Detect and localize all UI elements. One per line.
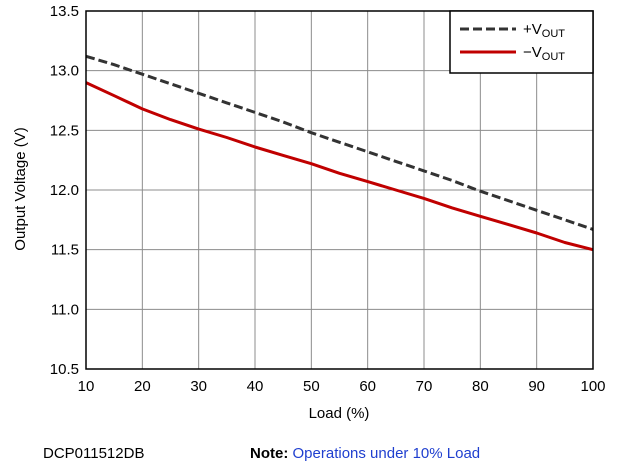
chart: 10 20 30 40 50 60 70 80 90 100 10.5 11.0 11.5 12.0 12… <box>12 3 606 422</box>
y-tick-label: 12.5 <box>50 122 79 139</box>
y-tick-label: 12.0 <box>50 182 79 199</box>
x-tick-label: 10 <box>78 378 95 395</box>
note: Note: Operations under 10% Load <box>250 445 480 462</box>
y-axis-label: Output Voltage (V) <box>12 127 29 250</box>
series-layer <box>85 54 594 252</box>
x-tick-label: 50 <box>303 378 320 395</box>
x-tick-labels: 10 20 30 40 50 60 70 80 90 100 <box>78 378 606 395</box>
y-tick-label: 13.0 <box>50 63 79 80</box>
x-tick-label: 60 <box>359 378 376 395</box>
note-label: Note: <box>250 445 289 462</box>
x-tick-label: 100 <box>580 378 605 395</box>
y-tick-label: 11.0 <box>51 301 79 318</box>
series-line-plus-vout <box>85 54 594 231</box>
x-tick-label: 80 <box>472 378 489 395</box>
x-axis-label: Load (%) <box>309 405 370 422</box>
y-tick-label: 10.5 <box>50 361 79 378</box>
x-tick-label: 90 <box>528 378 545 395</box>
x-tick-label: 40 <box>247 378 264 395</box>
y-tick-labels: 10.5 11.0 11.5 12.0 12.5 13.0 13.5 <box>50 3 79 378</box>
y-tick-label: 13.5 <box>50 3 79 20</box>
legend-label: −VOUT <box>523 44 565 63</box>
plot-border <box>85 10 594 370</box>
series-line-minus-vout <box>85 81 594 252</box>
part-number: DCP011512DB <box>43 445 145 462</box>
note-link[interactable]: Operations under 10% Load <box>292 445 481 462</box>
plot-frame <box>85 10 594 370</box>
y-tick-label: 11.5 <box>51 242 79 259</box>
x-tick-label: 70 <box>416 378 433 395</box>
legend-label: +VOUT <box>523 21 565 40</box>
legend: +VOUT −VOUT <box>449 10 594 74</box>
x-tick-label: 20 <box>134 378 151 395</box>
x-tick-label: 30 <box>190 378 207 395</box>
legend-box <box>449 10 594 74</box>
